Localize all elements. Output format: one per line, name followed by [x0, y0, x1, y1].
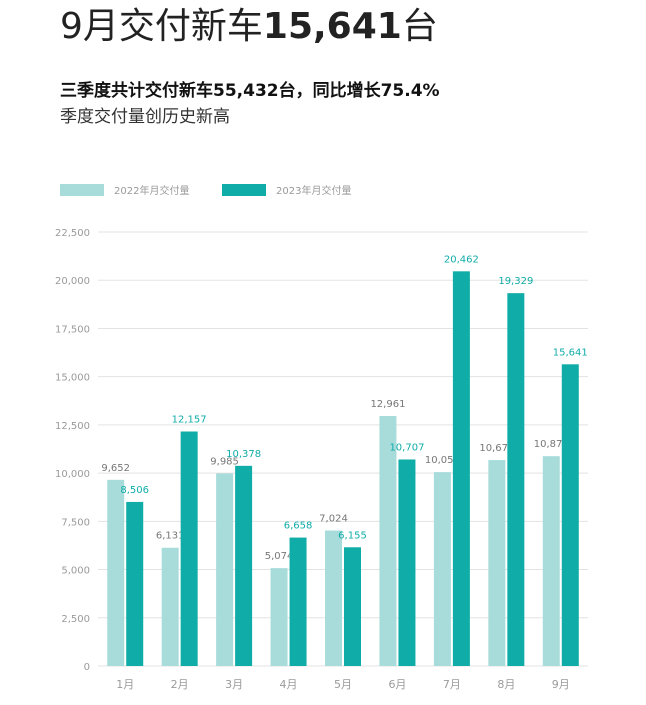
data-label-2022: 10,052	[425, 455, 460, 466]
bar-2022	[325, 530, 342, 666]
data-label-2023: 8,506	[120, 485, 149, 496]
x-tick-label: 3月	[225, 678, 243, 691]
bar-2023	[561, 364, 579, 666]
data-label-2023: 6,658	[284, 521, 313, 532]
y-tick-label: 17,500	[55, 324, 90, 335]
x-tick-label: 2月	[171, 678, 189, 691]
bar-2023	[507, 293, 525, 666]
x-tick-label: 8月	[497, 678, 515, 691]
y-tick-label: 15,000	[55, 373, 90, 384]
legend-swatch-2023	[222, 184, 266, 196]
bar-2022	[161, 547, 179, 666]
bar-2022	[379, 415, 397, 666]
headline-suffix: 台	[401, 6, 438, 47]
data-label-2022: 5,074	[265, 551, 294, 562]
bar-2023	[126, 501, 144, 666]
data-label-2023: 15,641	[553, 347, 588, 358]
legend-swatch-2022	[60, 184, 104, 196]
legend-label-2022: 2022年月交付量	[114, 184, 189, 197]
page-headline: 9月交付新车15,641台	[60, 4, 438, 50]
quarter-summary: 三季度共计交付新车55,432台，同比增长75.4%	[60, 81, 440, 101]
data-label-2023: 10,378	[226, 449, 261, 460]
bar-2023	[235, 465, 253, 666]
legend-label-2023: 2023年月交付量	[276, 184, 351, 197]
data-label-2022: 12,961	[370, 399, 405, 410]
headline-prefix: 9月交付新车	[60, 6, 263, 47]
data-label-2023: 6,155	[338, 530, 367, 541]
data-label-2023: 10,707	[389, 442, 424, 453]
bar-2023	[452, 271, 470, 666]
x-tick-label: 5月	[334, 678, 352, 691]
bar-2022	[488, 460, 506, 666]
y-tick-label: 10,000	[55, 469, 90, 480]
bar-2022	[216, 473, 234, 666]
data-label-2023: 20,462	[444, 254, 479, 265]
bar-2022	[542, 456, 560, 666]
data-label-2022: 9,652	[101, 463, 130, 474]
data-label-2022: 9,985	[210, 456, 239, 467]
data-label-2022: 10,677	[479, 443, 514, 454]
data-label-2022: 6,131	[156, 531, 185, 542]
headline-number: 15,641	[262, 6, 402, 47]
x-tick-label: 9月	[552, 678, 570, 691]
bar-2023	[344, 547, 361, 666]
bar-2022	[270, 568, 288, 666]
bar-2023	[398, 459, 416, 666]
bar-2023	[289, 537, 307, 666]
record-note: 季度交付量创历史新高	[60, 107, 230, 127]
data-label-2023: 19,329	[498, 276, 533, 287]
bar-2023	[180, 431, 198, 666]
y-tick-label: 7,500	[61, 517, 90, 528]
bar-2022	[107, 479, 125, 666]
bar-2022	[433, 472, 451, 666]
y-tick-label: 0	[84, 662, 90, 673]
x-tick-label: 4月	[280, 678, 298, 691]
delivery-bar-chart: 2022年月交付量 2023年月交付量 0 2,500 5,000 7,500 10,000…	[55, 184, 588, 691]
x-tick-label: 1月	[116, 678, 134, 691]
y-tick-label: 5,000	[61, 566, 90, 577]
y-tick-label: 2,500	[61, 614, 90, 625]
data-label-2022: 7,024	[319, 514, 348, 525]
y-tick-label: 12,500	[55, 421, 90, 432]
y-tick-label: 20,000	[55, 276, 90, 287]
data-label-2023: 12,157	[172, 415, 207, 426]
y-tick-label: 22,500	[55, 228, 90, 239]
data-label-2022: 10,878	[534, 439, 569, 450]
x-tick-label: 7月	[443, 678, 461, 691]
x-tick-label: 6月	[388, 678, 406, 691]
